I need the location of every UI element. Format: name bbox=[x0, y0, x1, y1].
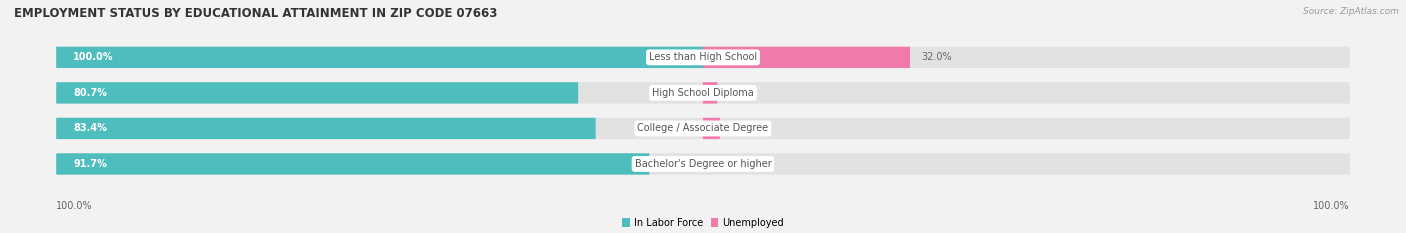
FancyBboxPatch shape bbox=[56, 82, 1350, 103]
Text: 91.7%: 91.7% bbox=[73, 159, 107, 169]
Text: High School Diploma: High School Diploma bbox=[652, 88, 754, 98]
FancyBboxPatch shape bbox=[56, 118, 1350, 139]
Text: 83.4%: 83.4% bbox=[73, 123, 107, 134]
Text: 0.0%: 0.0% bbox=[714, 159, 738, 169]
Text: EMPLOYMENT STATUS BY EDUCATIONAL ATTAINMENT IN ZIP CODE 07663: EMPLOYMENT STATUS BY EDUCATIONAL ATTAINM… bbox=[14, 7, 498, 20]
FancyBboxPatch shape bbox=[56, 153, 650, 175]
Text: Source: ZipAtlas.com: Source: ZipAtlas.com bbox=[1303, 7, 1399, 16]
FancyBboxPatch shape bbox=[56, 153, 1350, 175]
Text: 2.2%: 2.2% bbox=[728, 88, 754, 98]
FancyBboxPatch shape bbox=[56, 82, 578, 103]
Text: 80.7%: 80.7% bbox=[73, 88, 107, 98]
FancyBboxPatch shape bbox=[703, 47, 910, 68]
FancyBboxPatch shape bbox=[56, 47, 1350, 68]
Text: 100.0%: 100.0% bbox=[73, 52, 114, 62]
FancyBboxPatch shape bbox=[703, 82, 717, 103]
Text: 100.0%: 100.0% bbox=[56, 201, 93, 211]
Text: 2.6%: 2.6% bbox=[731, 123, 755, 134]
Text: 32.0%: 32.0% bbox=[921, 52, 952, 62]
Legend: In Labor Force, Unemployed: In Labor Force, Unemployed bbox=[621, 218, 785, 228]
FancyBboxPatch shape bbox=[56, 47, 703, 68]
Text: College / Associate Degree: College / Associate Degree bbox=[637, 123, 769, 134]
Text: Bachelor's Degree or higher: Bachelor's Degree or higher bbox=[634, 159, 772, 169]
Text: 100.0%: 100.0% bbox=[1313, 201, 1350, 211]
Text: Less than High School: Less than High School bbox=[650, 52, 756, 62]
FancyBboxPatch shape bbox=[56, 118, 596, 139]
FancyBboxPatch shape bbox=[703, 118, 720, 139]
